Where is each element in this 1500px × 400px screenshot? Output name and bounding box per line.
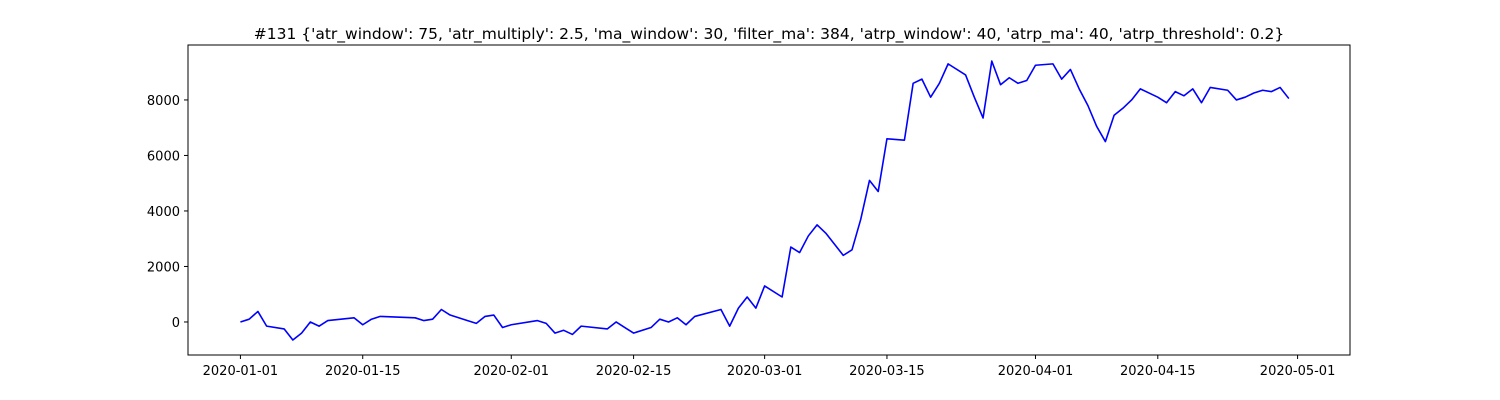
- x-tick-label: 2020-01-01: [203, 364, 279, 379]
- x-tick-label: 2020-01-15: [325, 364, 401, 379]
- x-tick-label: 2020-04-15: [1120, 364, 1196, 379]
- y-tick-label: 2000: [147, 260, 180, 275]
- y-tick-label: 0: [172, 316, 180, 331]
- x-tick-label: 2020-02-15: [596, 364, 672, 379]
- y-tick-label: 8000: [147, 94, 180, 109]
- chart-title: #131 {'atr_window': 75, 'atr_multiply': …: [254, 25, 1285, 44]
- x-tick-label: 2020-03-15: [849, 364, 925, 379]
- x-tick-label: 2020-04-01: [998, 364, 1074, 379]
- x-tick-label: 2020-03-01: [727, 364, 803, 379]
- x-tick-label: 2020-05-01: [1260, 364, 1336, 379]
- y-tick-label: 4000: [147, 205, 180, 220]
- x-tick-label: 2020-02-01: [473, 364, 549, 379]
- plot-frame: [187, 44, 1351, 356]
- y-tick-label: 6000: [147, 149, 180, 164]
- data-line: [240, 60, 1290, 341]
